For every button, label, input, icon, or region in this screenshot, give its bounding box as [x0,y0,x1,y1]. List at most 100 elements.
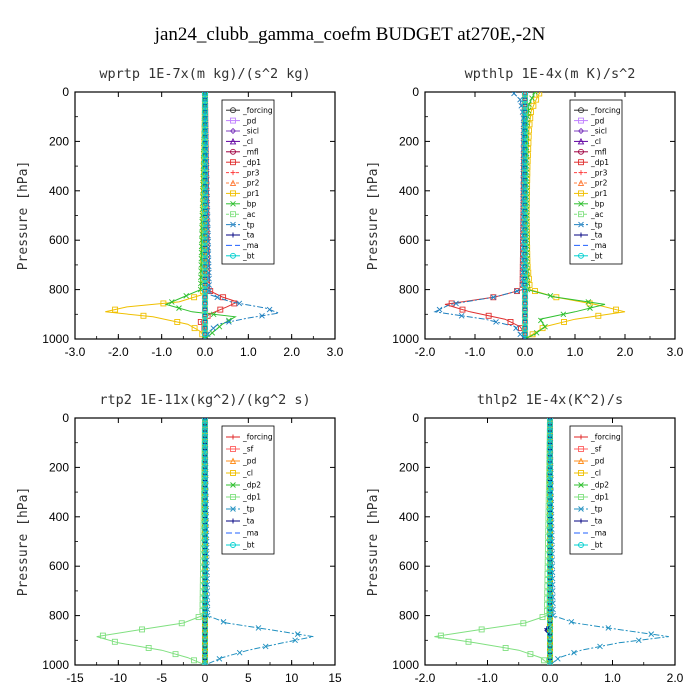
data-point-marker [202,550,208,557]
data-point-marker [522,294,528,301]
data-point-marker [547,418,553,421]
legend-label: _dp1 [242,158,261,167]
data-point-marker [453,300,459,307]
data-point-marker [522,146,528,153]
legend-label: _bp [590,200,605,209]
legend-label: _forcing [242,433,273,442]
legend-marker [577,127,585,135]
x-tick-label: 3.0 [327,345,344,359]
data-point-marker [502,645,509,651]
data-point-marker [605,625,612,631]
legend-label: _cl [590,137,601,146]
y-tick-label: 800 [399,283,419,297]
data-point-marker [544,626,550,632]
x-tick-label: 2.0 [283,345,300,359]
legend-item: _sf [226,445,254,454]
data-point-marker [547,643,553,650]
legend-label: _ta [242,231,254,240]
legend-item: _mfl [226,148,259,157]
data-point-marker [202,189,208,196]
legend-item: _cl [574,469,601,478]
data-point-marker [203,483,209,489]
data-point-marker [547,445,553,452]
data-point-marker [202,251,208,257]
data-point-marker [522,257,528,264]
data-point-marker [202,121,208,128]
legend-label: _dp1 [590,493,609,502]
legend-item: _pr2 [574,179,608,188]
legend-marker [230,107,236,114]
data-point-marker [202,476,208,483]
legend-label: _mfl [242,148,259,157]
legend-item: _ta [226,231,254,240]
y-tick-label: 600 [399,559,419,573]
legend-label: _forcing [590,106,621,115]
data-point-marker [202,158,208,165]
data-point-marker [202,152,208,159]
legend-marker [230,221,236,228]
legend-label: _sicl [590,127,607,136]
y-tick-label: 0 [412,411,419,425]
legend-marker [578,117,584,124]
data-point-marker [209,330,216,336]
series-line [164,92,237,339]
data-point-marker [635,637,642,644]
data-point-marker [548,476,554,483]
legend-marker [578,190,584,197]
data-point-marker [522,92,528,97]
legend-marker [230,148,236,155]
data-point-marker [202,164,208,171]
data-point-marker [202,612,208,619]
y-tick-label: 400 [49,510,69,524]
data-point-marker [210,325,217,331]
legend-label: _dp1 [242,493,261,502]
data-point-marker [547,637,553,644]
figure-title: jan24_clubb_gamma_coefm BUDGET at270E,-2… [154,24,546,45]
legend-marker [577,137,585,145]
legend-item: _ta [574,231,602,240]
legend-marker [578,446,584,452]
data-point-marker [202,507,208,514]
data-point-marker [236,300,243,307]
data-point-marker [168,299,175,305]
data-point-marker [539,325,546,332]
data-point-marker [547,513,553,520]
data-point-marker [202,195,208,202]
data-point-marker [210,311,217,318]
data-point-marker [548,470,554,477]
data-point-marker [522,312,528,319]
x-tick-label: -15 [66,671,84,685]
legend-label: _ac [590,210,603,219]
data-point-marker [202,319,208,325]
series-line [433,92,526,339]
data-point-marker [202,538,208,545]
data-point-marker [202,244,208,251]
legend-label: _bp [242,200,257,209]
legend-item: _dp1 [574,493,609,502]
x-tick-label: -2.0 [415,345,436,359]
data-point-marker [202,575,208,582]
data-point-marker [139,626,145,633]
data-point-marker [548,483,554,489]
legend-marker [578,221,584,228]
legend-label: _ma [242,241,259,250]
data-point-marker [202,102,208,109]
legend-marker [230,170,236,176]
legend-label: _ma [590,529,607,538]
data-point-marker [202,325,208,332]
x-tick-label: -5 [156,671,167,685]
y-tick-label: 400 [399,184,419,198]
data-point-marker [522,109,528,115]
legend-marker [578,200,584,207]
x-tick-label: 3.0 [667,345,684,359]
data-point-marker [202,581,208,588]
legend-item: _forcing [226,106,273,115]
y-tick-label: 800 [399,609,419,623]
legend-item: _dp2 [226,481,261,490]
data-point-marker [172,651,179,658]
legend-label: _cl [242,469,253,478]
data-point-marker [478,626,485,633]
legend-item: _ma [574,529,607,538]
legend-marker [230,159,236,166]
legend-marker [230,200,236,207]
